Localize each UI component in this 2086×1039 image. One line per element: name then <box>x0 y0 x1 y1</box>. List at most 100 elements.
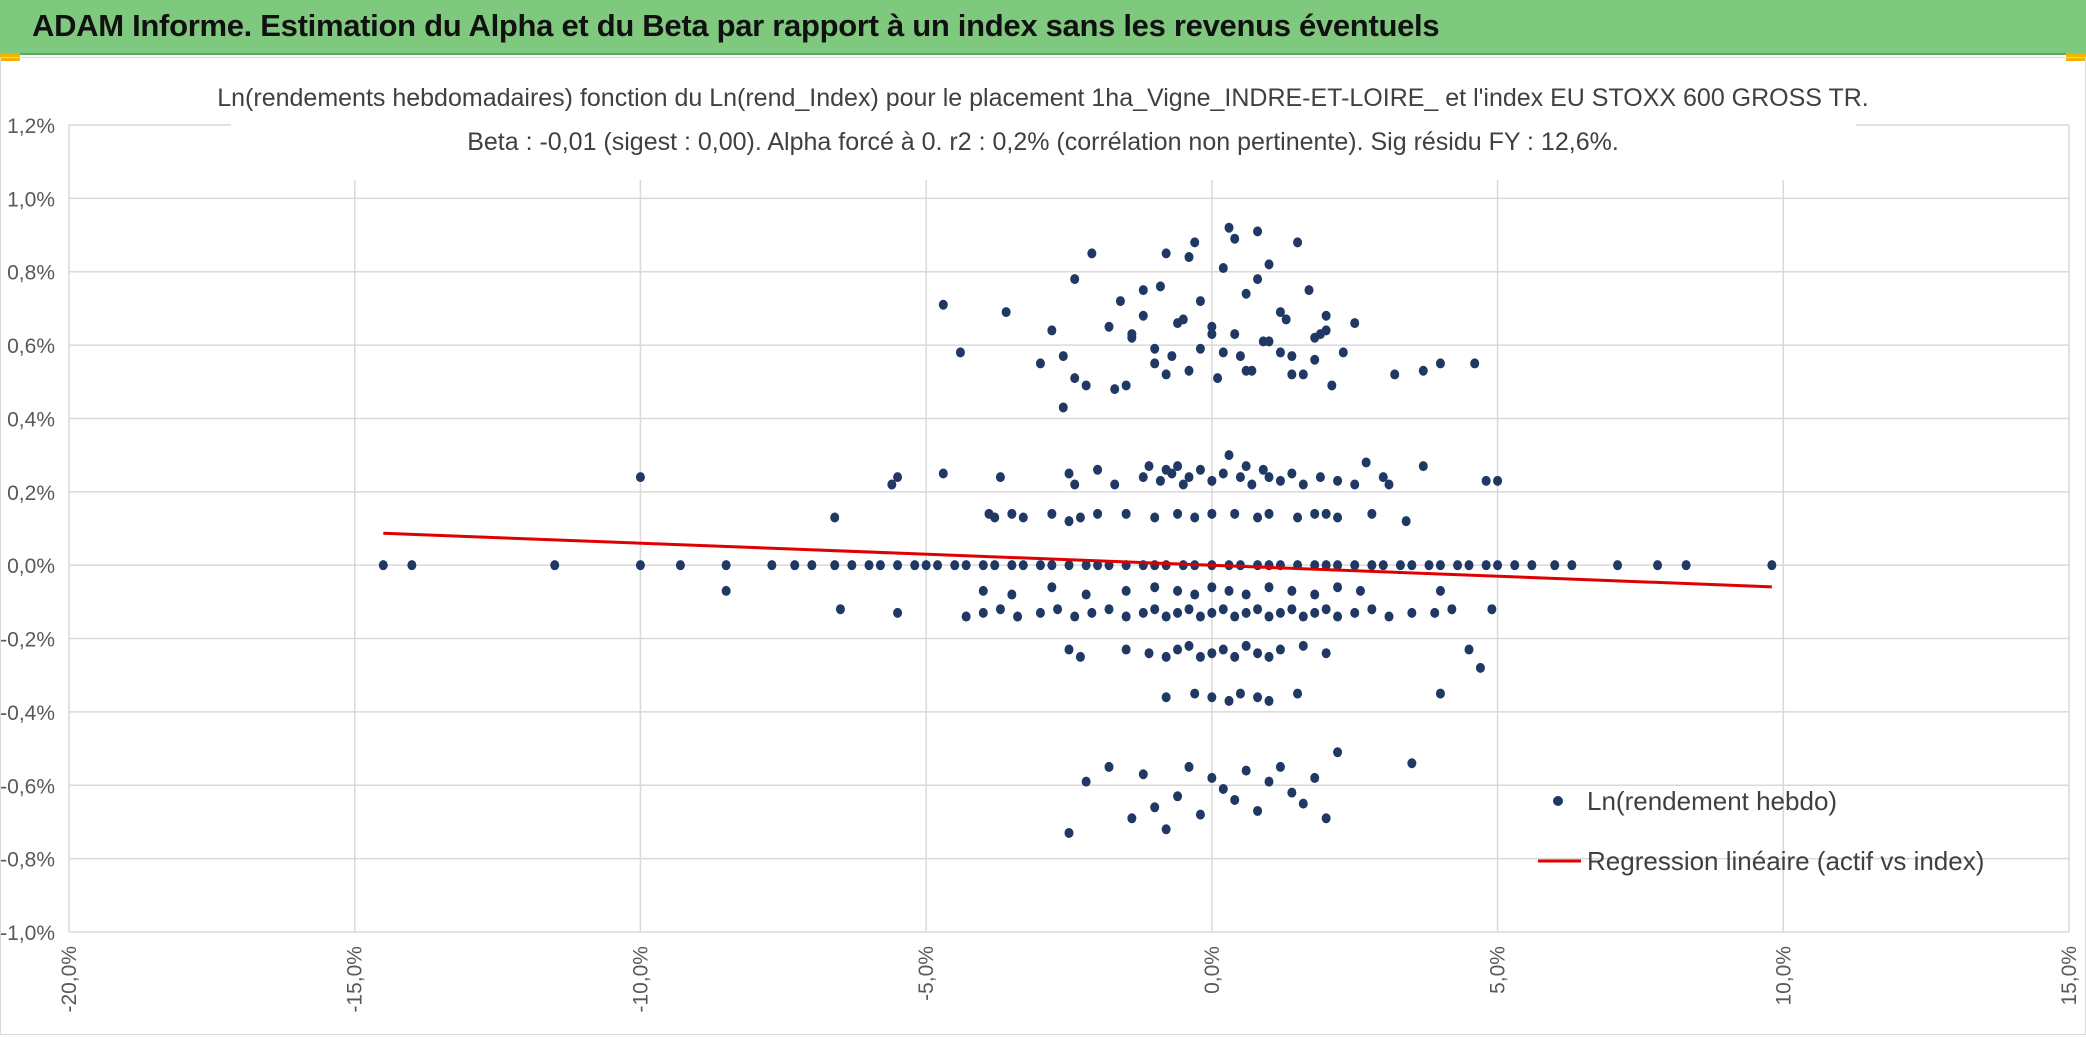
scatter-point <box>1310 589 1320 600</box>
scatter-point <box>950 560 960 571</box>
scatter-point <box>1070 611 1080 622</box>
scatter-point <box>1493 475 1503 486</box>
scatter-point <box>847 560 857 571</box>
legend-label-regression: Regression linéaire (actif vs index) <box>1587 846 1984 876</box>
scatter-point <box>1333 475 1343 486</box>
scatter-point <box>1264 259 1274 270</box>
scatter-point <box>1081 380 1091 391</box>
scatter-point <box>1253 692 1263 703</box>
scatter-point <box>1258 464 1268 475</box>
scatter-point <box>1127 813 1137 824</box>
scatter-point <box>1207 607 1217 618</box>
scatter-point <box>1195 464 1205 475</box>
scatter-point <box>1395 560 1405 571</box>
scatter-point <box>1390 369 1400 380</box>
y-tick-label: 0,8% <box>7 262 55 285</box>
scatter-point <box>790 560 800 571</box>
scatter-point <box>1418 365 1428 376</box>
scatter-point <box>1321 325 1331 336</box>
scatter-point <box>1447 604 1457 615</box>
scatter-point <box>1173 644 1183 655</box>
scatter-point <box>1350 318 1360 329</box>
scatter-point <box>1150 343 1160 354</box>
scatter-point <box>1007 508 1017 519</box>
scatter-point <box>721 585 731 596</box>
scatter-point <box>1150 512 1160 523</box>
scatter-point <box>1058 351 1068 362</box>
scatter-point <box>1058 402 1068 413</box>
scatter-point <box>1155 281 1165 292</box>
scatter-point <box>1207 692 1217 703</box>
report-header: ADAM Informe. Estimation du Alpha et du … <box>0 0 2086 55</box>
scatter-point <box>1275 475 1285 486</box>
scatter-point <box>1384 611 1394 622</box>
scatter-point <box>1264 336 1274 347</box>
scatter-point <box>1138 769 1148 780</box>
scatter-point <box>1241 640 1251 651</box>
scatter-point <box>1110 384 1120 395</box>
scatter-point <box>1298 479 1308 490</box>
scatter-point <box>1150 358 1160 369</box>
scatter-point <box>721 560 731 571</box>
x-tick-label: 5,0% <box>1487 946 1510 994</box>
scatter-point <box>1230 794 1240 805</box>
scatter-point <box>1035 560 1045 571</box>
regression-line <box>383 531 1772 589</box>
scatter-point <box>1018 512 1028 523</box>
scatter-point <box>995 472 1005 483</box>
scatter-point <box>407 560 417 571</box>
scatter-point <box>1298 611 1308 622</box>
scatter-point <box>1281 314 1291 325</box>
scatter-point <box>1001 307 1011 318</box>
scatter-point <box>933 560 943 571</box>
y-tick-label: 0,4% <box>7 408 55 431</box>
scatter-point <box>1333 560 1343 571</box>
scatter-point <box>1321 310 1331 321</box>
scatter-point <box>1047 560 1057 571</box>
scatter-point <box>1053 604 1063 615</box>
scatter-point <box>1424 560 1434 571</box>
scatter-point <box>1190 589 1200 600</box>
scatter-point <box>1333 512 1343 523</box>
scatter-point <box>1161 824 1171 835</box>
scatter-point <box>1075 512 1085 523</box>
regression-layer <box>383 531 1772 589</box>
scatter-point <box>1407 560 1417 571</box>
scatter-point <box>1035 358 1045 369</box>
scatter-point <box>1207 648 1217 659</box>
y-tick-label: -0,4% <box>1 702 55 725</box>
scatter-point <box>1253 512 1263 523</box>
scatter-point <box>893 560 903 571</box>
scatter-point <box>1121 380 1131 391</box>
scatter-point <box>1310 332 1320 343</box>
scatter-point <box>1653 560 1663 571</box>
scatter-point <box>1195 343 1205 354</box>
scatter-point <box>1190 688 1200 699</box>
x-tick-label: 15,0% <box>2058 946 2081 1006</box>
scatter-point <box>1224 450 1234 461</box>
scatter-point <box>1218 347 1228 358</box>
scatter-point <box>1064 827 1074 838</box>
scatter-point <box>1378 560 1388 571</box>
x-tick-label: -10,0% <box>629 946 652 1013</box>
scatter-point <box>1138 607 1148 618</box>
y-tick-label: -0,6% <box>1 775 55 798</box>
scatter-point <box>1241 765 1251 776</box>
scatter-point <box>1435 560 1445 571</box>
scatter-point <box>1195 296 1205 307</box>
scatter-point <box>875 560 885 571</box>
scatter-point <box>1218 263 1228 274</box>
scatter-point <box>1138 310 1148 321</box>
scatter-point <box>1367 508 1377 519</box>
scatter-point <box>938 468 948 479</box>
legend-label-scatter: Ln(rendement hebdo) <box>1587 786 1837 816</box>
scatter-point <box>1178 479 1188 490</box>
scatter-point <box>978 585 988 596</box>
scatter-point <box>1567 560 1577 571</box>
scatter-point <box>1481 560 1491 571</box>
scatter-point <box>1224 695 1234 706</box>
scatter-point <box>835 604 845 615</box>
scatter-point <box>1253 274 1263 285</box>
scatter-point <box>1550 560 1560 571</box>
scatter-point <box>1144 648 1154 659</box>
